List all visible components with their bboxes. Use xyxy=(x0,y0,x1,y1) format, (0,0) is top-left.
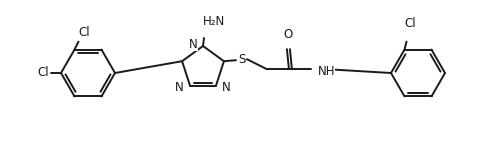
Text: N: N xyxy=(222,81,231,94)
Text: N: N xyxy=(175,81,184,94)
Text: H₂N: H₂N xyxy=(203,15,225,28)
Text: Cl: Cl xyxy=(79,26,91,39)
Text: O: O xyxy=(283,28,292,41)
Text: Cl: Cl xyxy=(37,66,49,80)
Text: S: S xyxy=(238,53,245,66)
Text: NH: NH xyxy=(318,65,335,78)
Text: Cl: Cl xyxy=(405,17,416,30)
Text: N: N xyxy=(189,38,198,51)
